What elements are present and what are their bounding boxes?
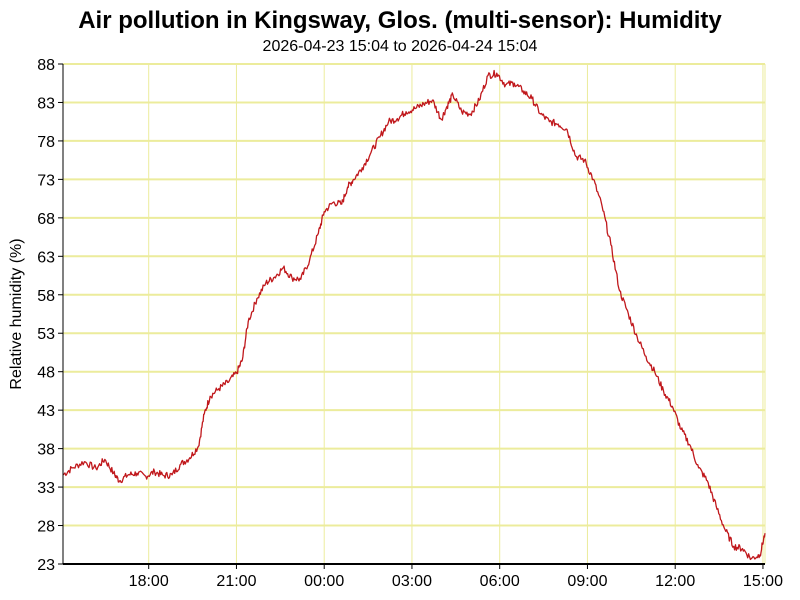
y-tick-label: 68: [37, 211, 55, 228]
x-tick-label: 12:00: [655, 573, 695, 590]
humidity-series-line: [62, 69, 766, 561]
y-tick-label: 28: [37, 519, 55, 536]
y-tick-label: 83: [37, 95, 55, 112]
y-tick-label: 23: [37, 557, 55, 574]
y-tick-label: 43: [37, 403, 55, 420]
x-tick-label: 03:00: [392, 573, 432, 590]
y-tick-label: 38: [37, 442, 55, 459]
y-tick-label: 88: [37, 57, 55, 74]
grid-lines: [63, 63, 766, 564]
y-tick-label: 48: [37, 365, 55, 382]
axes: [58, 63, 765, 569]
y-tick-label: 63: [37, 249, 55, 266]
x-tick-label: 06:00: [480, 573, 520, 590]
chart-title: Air pollution in Kingsway, Glos. (multi-…: [78, 7, 722, 34]
y-tick-label: 53: [37, 326, 55, 343]
y-axis-label: Relative humidity (%): [8, 238, 25, 389]
x-tick-label: 18:00: [129, 573, 169, 590]
y-tick-label: 58: [37, 288, 55, 305]
chart-subtitle: 2026-04-23 15:04 to 2026-04-24 15:04: [263, 38, 538, 55]
x-tick-label: 09:00: [567, 573, 607, 590]
x-tick-label: 21:00: [216, 573, 256, 590]
tick-labels: 23 28 33 38 43 48 53 58 63 68 73 78 83 88 18:00 21:00 00…: [37, 57, 783, 590]
x-tick-label: 15:00: [743, 573, 783, 590]
y-tick-label: 33: [37, 480, 55, 497]
x-tick-label: 00:00: [304, 573, 344, 590]
y-tick-label: 73: [37, 172, 55, 189]
y-tick-label: 78: [37, 134, 55, 151]
series-layer: [62, 69, 766, 561]
